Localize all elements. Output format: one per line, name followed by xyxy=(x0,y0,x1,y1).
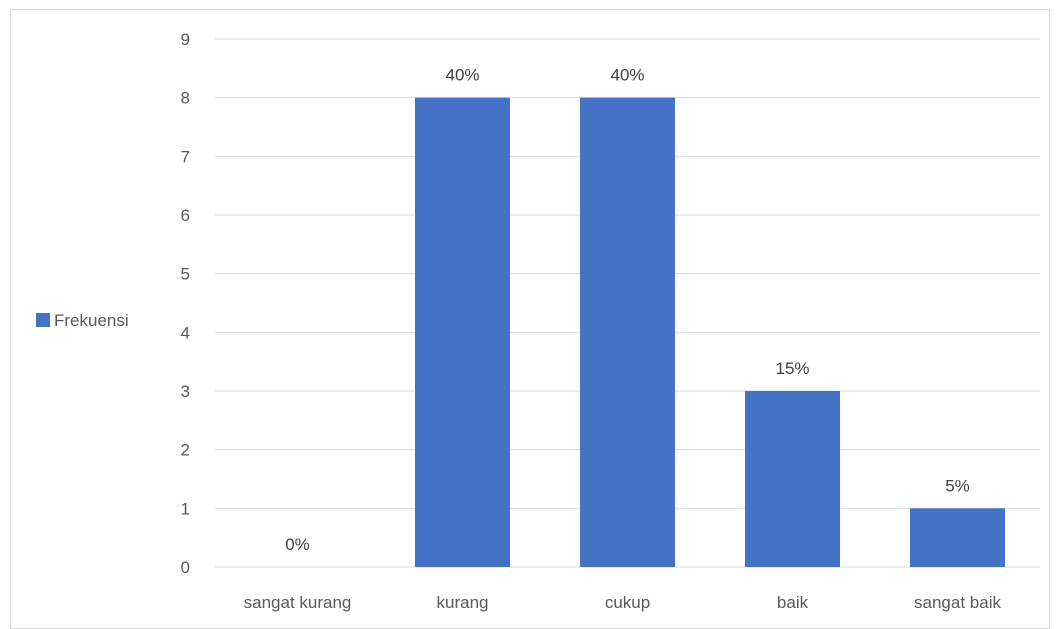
y-tick-label: 9 xyxy=(181,30,190,49)
x-tick-label: kurang xyxy=(437,593,489,612)
x-tick-label: baik xyxy=(777,593,809,612)
x-tick-label: sangat baik xyxy=(914,593,1001,612)
x-tick-label: cukup xyxy=(605,593,650,612)
bar-kurang xyxy=(415,97,510,568)
y-tick-label: 4 xyxy=(181,323,190,342)
chart-frame xyxy=(10,9,1050,629)
bar-cukup xyxy=(580,97,675,568)
data-label: 5% xyxy=(945,476,970,495)
y-tick-label: 0 xyxy=(181,558,190,577)
legend-swatch xyxy=(36,313,50,327)
data-label: 0% xyxy=(285,535,310,554)
data-labels: 0% 40% 40% 15% 5% xyxy=(285,66,970,554)
data-label: 40% xyxy=(445,66,479,85)
bar-sangat-baik xyxy=(910,508,1005,567)
y-tick-label: 2 xyxy=(181,441,190,460)
y-tick-label: 8 xyxy=(181,89,190,108)
x-axis: sangat kurang kurang cukup baik sangat baik xyxy=(244,593,1002,612)
y-axis: 0 1 2 3 4 5 6 7 8 9 xyxy=(181,30,190,577)
data-label: 40% xyxy=(610,66,644,85)
y-tick-label: 7 xyxy=(181,147,190,166)
bars xyxy=(415,97,1005,568)
y-tick-label: 6 xyxy=(181,206,190,225)
legend: Frekuensi xyxy=(36,311,129,330)
bar-baik xyxy=(745,391,840,567)
x-tick-label: sangat kurang xyxy=(244,593,352,612)
data-label: 15% xyxy=(775,359,809,378)
y-tick-label: 1 xyxy=(181,499,190,518)
legend-label: Frekuensi xyxy=(54,311,129,330)
y-tick-label: 5 xyxy=(181,265,190,284)
y-tick-label: 3 xyxy=(181,382,190,401)
